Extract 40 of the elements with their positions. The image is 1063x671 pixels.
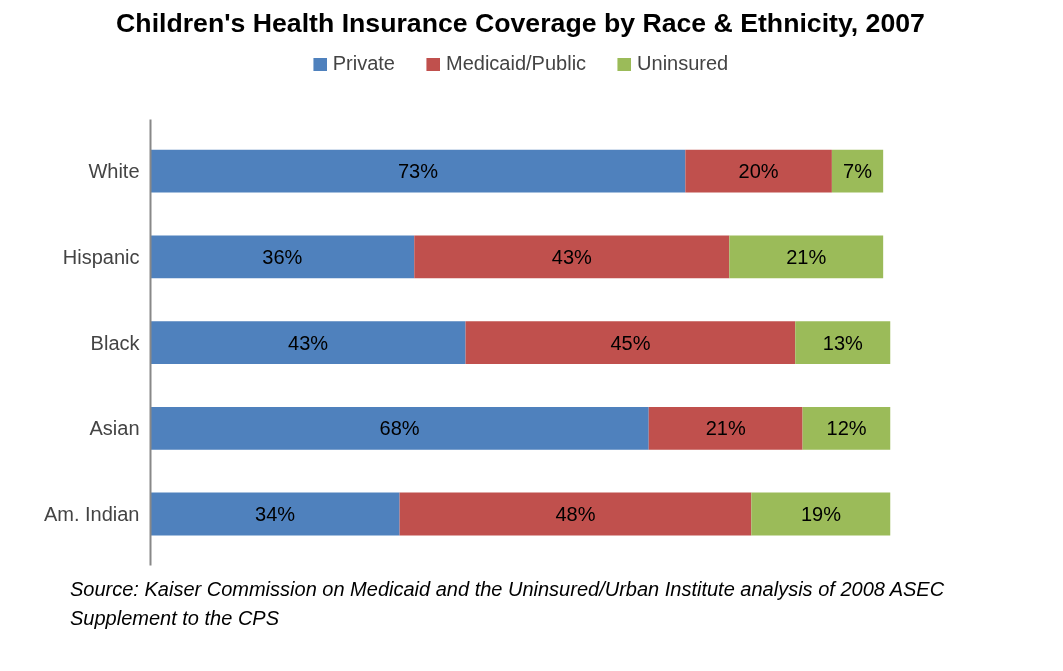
bar <box>831 149 884 193</box>
y-tick-label: Asian <box>89 417 140 440</box>
bar <box>648 406 803 450</box>
source-note: Source: Kaiser Commission on Medicaid and the Uninsured/Urban Institute analysis of 2008 ASEC Supplement to the CPS <box>70 577 946 631</box>
legend-label: Medicaid/Public <box>446 52 587 75</box>
bar <box>751 492 891 536</box>
data-label: 13% <box>822 331 864 354</box>
bar <box>685 149 832 193</box>
bar <box>399 492 752 536</box>
legend-label: Uninsured <box>637 52 729 75</box>
data-label: 21% <box>705 417 746 440</box>
bar <box>150 149 686 193</box>
y-tick-label: Black <box>90 331 141 354</box>
data-label: 7% <box>843 160 873 183</box>
bar <box>150 235 415 279</box>
data-label: 12% <box>826 417 867 440</box>
bar <box>414 235 730 279</box>
y-tick-label: Am. Indian <box>43 503 140 526</box>
bar <box>150 406 649 450</box>
data-label: 21% <box>786 245 827 268</box>
data-label: 34% <box>255 503 296 526</box>
data-label: 68% <box>379 417 420 440</box>
data-label: 43% <box>288 331 329 354</box>
data-label: 19% <box>800 503 842 526</box>
bar <box>150 321 466 365</box>
legend-label: Private <box>332 52 395 75</box>
data-label: 73% <box>397 160 439 183</box>
y-tick-label: Hispanic <box>62 245 140 268</box>
data-label: 45% <box>610 331 651 354</box>
data-label: 43% <box>551 245 593 268</box>
bar <box>802 406 891 450</box>
bar <box>729 235 884 279</box>
bar <box>150 492 400 536</box>
bar <box>465 321 796 365</box>
bar <box>795 321 891 365</box>
data-label: 20% <box>738 160 779 183</box>
chart-title: Children's Health Insurance Coverage by Race & Ethnicity, 2007 <box>116 7 925 38</box>
data-label: 36% <box>262 245 303 268</box>
data-label: 48% <box>555 503 596 526</box>
y-tick-label: White <box>88 160 140 183</box>
